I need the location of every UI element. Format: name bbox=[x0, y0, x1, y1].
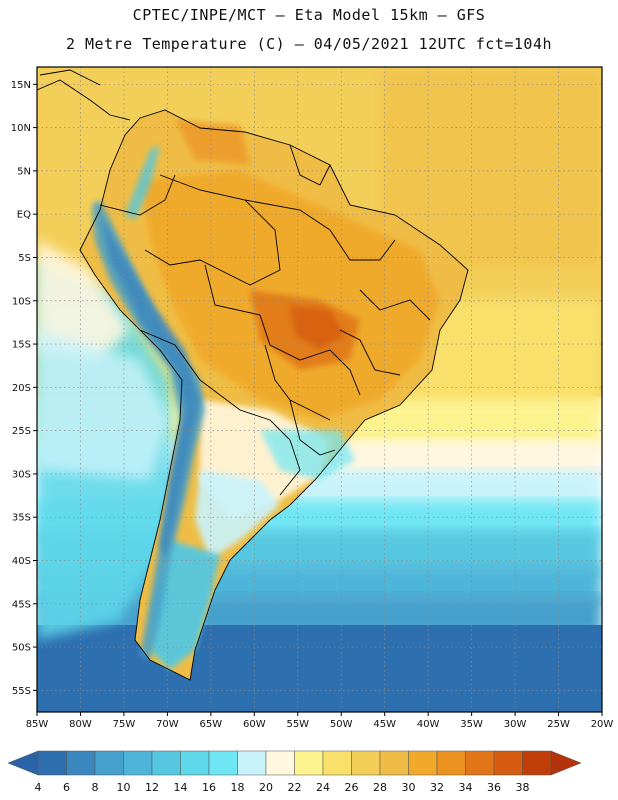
lon-label: 55W bbox=[286, 719, 309, 730]
colorbar-swatch bbox=[294, 750, 324, 776]
colorbar-swatch bbox=[237, 750, 267, 776]
lon-label: 25W bbox=[547, 719, 570, 730]
lat-label: 55S bbox=[12, 686, 31, 697]
colorbar-label: 28 bbox=[373, 781, 387, 794]
lon-label: 65W bbox=[200, 719, 223, 730]
colorbar-label: 24 bbox=[316, 781, 330, 794]
lat-label: 30S bbox=[12, 469, 31, 480]
colorbar-label: 26 bbox=[345, 781, 359, 794]
map-title-line-2: 2 Metre Temperature (C) – 04/05/2021 12U… bbox=[65, 35, 553, 53]
lat-label: 15S bbox=[12, 340, 31, 351]
colorbar-swatch bbox=[322, 750, 352, 776]
lat-label: 45S bbox=[12, 599, 31, 610]
lat-label: 25S bbox=[12, 426, 31, 437]
colorbar-swatch bbox=[123, 750, 153, 776]
colorbar-swatch bbox=[465, 750, 495, 776]
lon-label: 40W bbox=[417, 719, 440, 730]
colorbar-over-arrow bbox=[550, 750, 582, 776]
colorbar-label: 16 bbox=[202, 781, 216, 794]
lon-label: 30W bbox=[504, 719, 527, 730]
coastlines-and-borders bbox=[37, 69, 469, 681]
lat-label: 35S bbox=[12, 513, 31, 524]
lon-label: 80W bbox=[69, 719, 92, 730]
lat-label: 50S bbox=[12, 643, 31, 654]
map-title-line-1: CPTEC/INPE/MCT – Eta Model 15km – GFS bbox=[132, 6, 486, 24]
colorbar-label: 8 bbox=[92, 781, 99, 794]
colorbar-label: 38 bbox=[516, 781, 530, 794]
lat-label: 40S bbox=[12, 556, 31, 567]
colorbar-label: 36 bbox=[487, 781, 501, 794]
colorbar-label: 4 bbox=[35, 781, 42, 794]
colorbar-swatch bbox=[351, 750, 381, 776]
lat-label: 20S bbox=[12, 383, 31, 394]
colorbar-label: 12 bbox=[145, 781, 159, 794]
lat-label: 5S bbox=[18, 253, 31, 264]
colorbar-label: 22 bbox=[288, 781, 302, 794]
colorbar-swatch bbox=[208, 750, 238, 776]
lon-label: 20W bbox=[591, 719, 614, 730]
colorbar-label: 32 bbox=[430, 781, 444, 794]
temperature-field bbox=[37, 67, 602, 712]
colorbar-under-arrow bbox=[7, 750, 39, 776]
colorbar-swatch bbox=[180, 750, 210, 776]
latitude-labels: 15N 10N 5N EQ 5S 10S 15S 20S 25S 30S 35S 40S 45S 50S 5… bbox=[11, 80, 37, 697]
colorbar-swatch bbox=[408, 750, 438, 776]
longitude-labels: 85W 80W 75W 70W 65W 60W 55W 50W 45W 40W 35W 30W 25W 2… bbox=[26, 712, 614, 730]
colorbar-label: 14 bbox=[174, 781, 188, 794]
lat-label: 5N bbox=[17, 166, 31, 177]
colorbar-label: 30 bbox=[402, 781, 416, 794]
colorbar-swatch bbox=[379, 750, 409, 776]
lon-label: 75W bbox=[113, 719, 136, 730]
lon-label: 60W bbox=[243, 719, 266, 730]
lon-label: 85W bbox=[26, 719, 49, 730]
colorbar-label: 34 bbox=[459, 781, 473, 794]
colorbar-swatch bbox=[94, 750, 124, 776]
colorbar: 4 6 8 10 12 14 16 18 20 22 24 26 28 30 32 34 36 38 bbox=[7, 750, 582, 794]
colorbar-swatch bbox=[265, 750, 295, 776]
lat-label: 15N bbox=[11, 80, 31, 91]
colorbar-label: 18 bbox=[231, 781, 245, 794]
colorbar-swatch bbox=[37, 750, 67, 776]
colorbar-swatch bbox=[151, 750, 181, 776]
colorbar-label: 20 bbox=[259, 781, 273, 794]
lon-label: 50W bbox=[330, 719, 353, 730]
lon-label: 45W bbox=[373, 719, 396, 730]
lon-label: 35W bbox=[460, 719, 483, 730]
colorbar-swatch bbox=[66, 750, 96, 776]
lat-label: 10S bbox=[12, 296, 31, 307]
colorbar-label: 6 bbox=[63, 781, 70, 794]
lat-label: EQ bbox=[17, 210, 31, 221]
colorbar-swatch bbox=[493, 750, 523, 776]
colorbar-swatch bbox=[436, 750, 466, 776]
colorbar-swatch bbox=[522, 750, 552, 776]
lon-label: 70W bbox=[156, 719, 179, 730]
lat-label: 10N bbox=[11, 123, 31, 134]
colorbar-label: 10 bbox=[117, 781, 131, 794]
map-frame bbox=[36, 66, 603, 713]
